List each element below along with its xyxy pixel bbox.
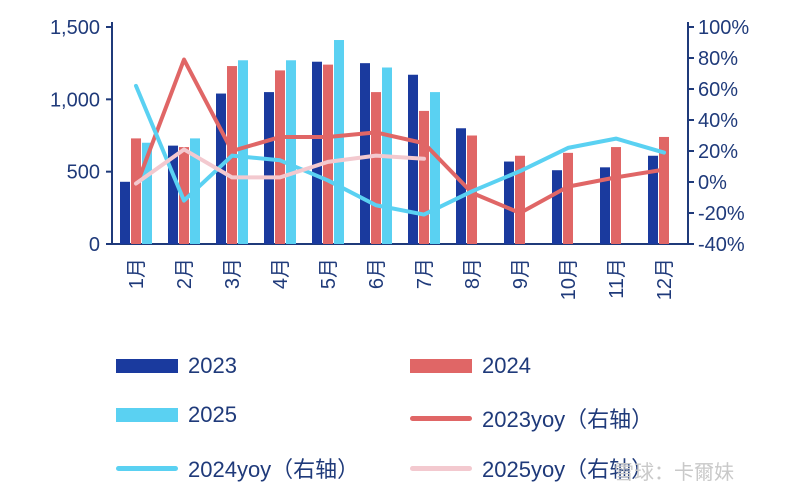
legend-item-2025: 2025 — [116, 402, 237, 428]
bar-2024-6月 — [371, 92, 381, 244]
left-tick-label: 1,500 — [50, 17, 100, 39]
bar-2023-6月 — [360, 63, 370, 244]
line-2024yoy（右轴） — [134, 83, 666, 217]
right-tick-label: 20% — [698, 141, 738, 163]
bar-2024-5月 — [323, 64, 333, 244]
bar-2024-7月 — [419, 110, 429, 244]
right-tick-label: -20% — [698, 203, 745, 225]
x-tick-label: 4月 — [270, 258, 292, 289]
bar-2023-5月 — [312, 61, 322, 244]
bar-2023-8月 — [456, 128, 466, 244]
legend-swatch-2025yoy — [410, 465, 472, 471]
x-tick-label: 1月 — [126, 258, 148, 289]
legend-item-2023yoy: 2023yoy（右轴） — [410, 402, 653, 434]
x-tick-label: 7月 — [414, 258, 436, 289]
x-tick-label: 2月 — [174, 258, 196, 289]
right-axis-ticks: 100% 80% 60% 40% 20% 0% -20% -40% — [688, 17, 749, 256]
bar-2024-11月 — [611, 147, 621, 244]
legend-item-2023: 2023 — [116, 353, 237, 379]
legend-label-2024: 2024 — [482, 353, 531, 378]
left-tick-label: 0 — [89, 234, 100, 256]
bar-2024-10月 — [563, 152, 573, 244]
x-tick-label: 11月 — [606, 258, 628, 299]
right-tick-label: 40% — [698, 110, 738, 132]
legend-item-2025yoy: 2025yoy（右轴） — [410, 452, 653, 484]
legend-swatch-2023 — [116, 359, 178, 373]
bar-2025-4月 — [286, 60, 296, 245]
x-tick-label: 5月 — [318, 258, 340, 289]
legend-swatch-2024yoy — [116, 465, 178, 471]
legend-swatch-2024 — [410, 359, 472, 373]
x-tick-label: 8月 — [462, 258, 484, 289]
bar-2023-10月 — [552, 170, 562, 244]
bar-2024-12月 — [659, 136, 669, 244]
x-axis-ticks: 1月 2月 3月 4月 5月 6月 7月 8月 9月 10月 11月 12月 — [126, 258, 676, 300]
bar-2024-4月 — [275, 70, 285, 245]
bars-group — [120, 40, 669, 245]
bar-2025-5月 — [334, 40, 344, 244]
bar-2023-9月 — [504, 161, 514, 244]
watermark-text: 雪球：卡爾妹 — [614, 460, 734, 484]
bar-2023-1月 — [120, 181, 130, 244]
bar-2025-3月 — [238, 60, 248, 245]
right-tick-label: 60% — [698, 79, 738, 101]
legend-swatch-2023yoy — [410, 415, 472, 421]
bar-2025-1月 — [142, 142, 152, 244]
legend-item-2024yoy: 2024yoy（右轴） — [116, 452, 359, 484]
bar-2023-4月 — [264, 92, 274, 244]
bar-2023-12月 — [648, 155, 658, 244]
line-2025yoy（右轴） — [134, 147, 426, 186]
legend-label-2023: 2023 — [188, 353, 237, 378]
right-tick-label: 80% — [698, 48, 738, 70]
left-axis-ticks: 1,500 1,000 500 0 — [50, 17, 112, 256]
left-tick-label: 1,000 — [50, 89, 100, 111]
right-tick-label: 0% — [698, 172, 727, 194]
x-tick-label: 10月 — [558, 258, 580, 300]
lines-group — [134, 57, 666, 217]
x-tick-label: 6月 — [366, 258, 388, 289]
line-2023yoy（右轴） — [134, 57, 666, 215]
legend-swatch-2025 — [116, 408, 178, 422]
bar-2023-2月 — [168, 145, 178, 244]
left-tick-label: 500 — [67, 162, 100, 184]
right-tick-label: -40% — [698, 234, 745, 256]
right-tick-label: 100% — [698, 17, 749, 39]
legend-item-2024: 2024 — [410, 353, 531, 379]
legend-label-2023yoy: 2023yoy（右轴） — [482, 407, 654, 432]
legend-label-2025yoy: 2025yoy（右轴） — [482, 457, 654, 482]
legend-label-2024yoy: 2024yoy（右轴） — [188, 457, 360, 482]
bar-2023-11月 — [600, 167, 610, 244]
bar-2024-1月 — [131, 138, 141, 244]
bar-2025-7月 — [430, 92, 440, 244]
x-tick-label: 12月 — [654, 258, 676, 300]
legend-label-2025: 2025 — [188, 402, 237, 427]
bar-2024-9月 — [515, 155, 525, 244]
x-tick-label: 3月 — [222, 258, 244, 289]
x-tick-label: 9月 — [510, 258, 532, 289]
